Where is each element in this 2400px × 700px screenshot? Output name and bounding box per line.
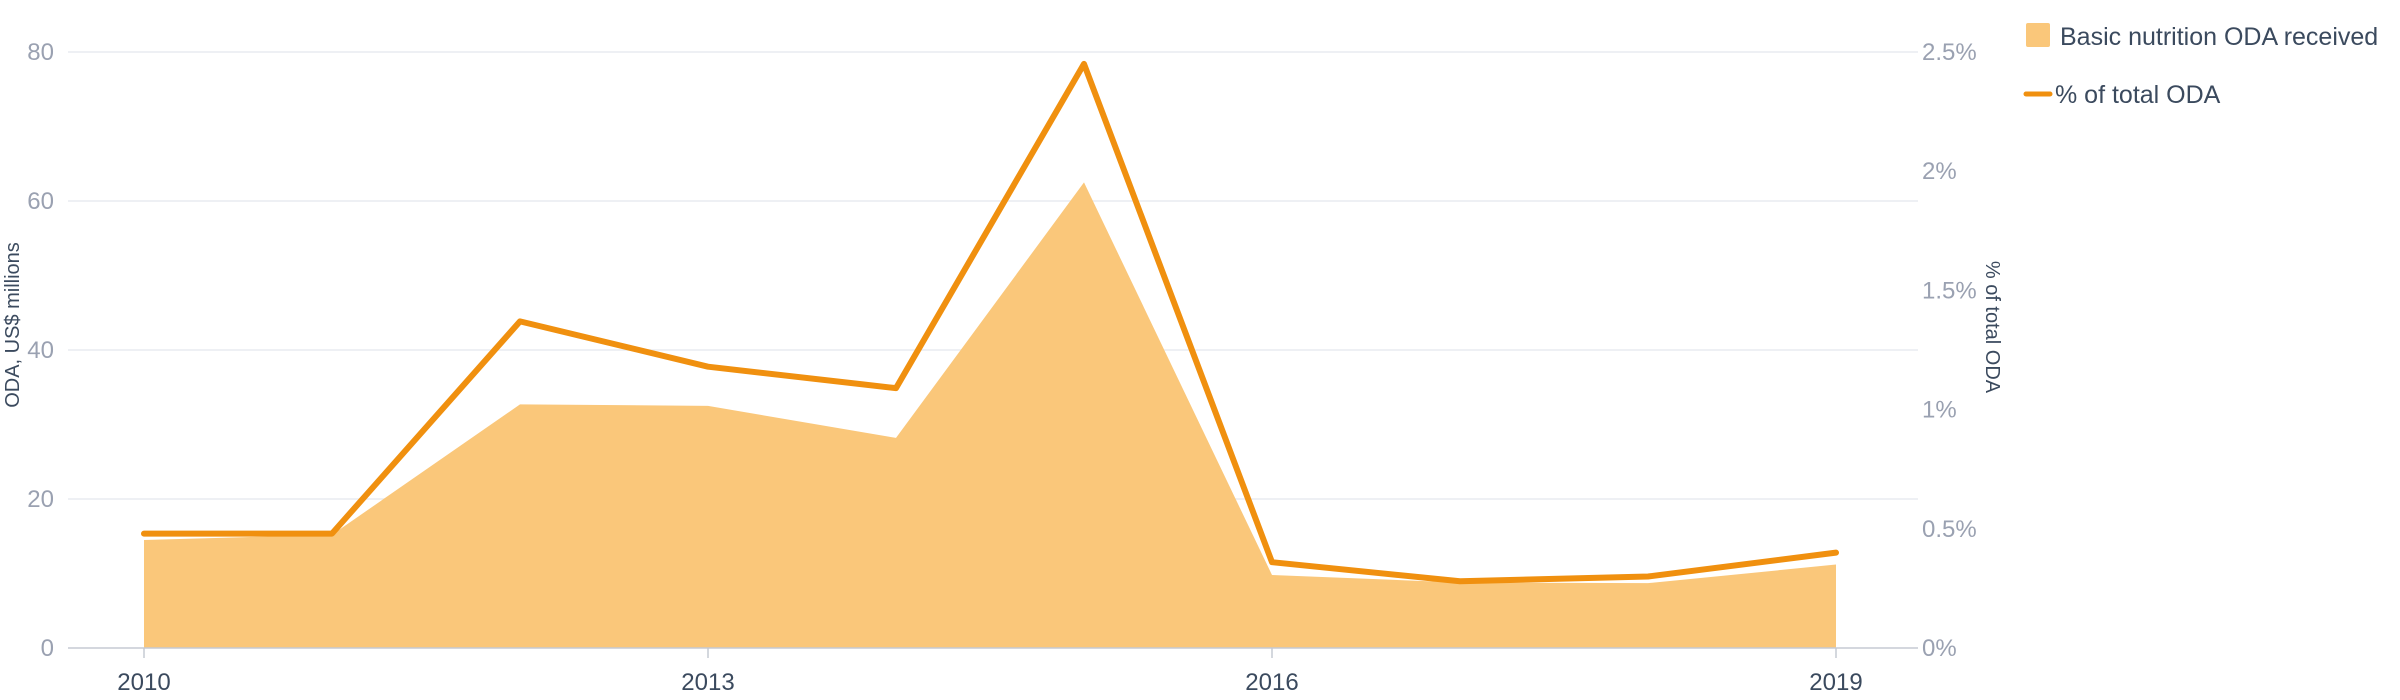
area-basic-nutrition-oda <box>144 182 1836 648</box>
y-right-tick-label: 2.5% <box>1922 39 1977 66</box>
legend-item-area[interactable]: Basic nutrition ODA received <box>2026 23 2378 51</box>
legend: Basic nutrition ODA received % of total … <box>2023 23 2378 109</box>
x-axis-ticks: 2010 2013 2016 2019 <box>117 648 1863 696</box>
x-tick-label: 2013 <box>681 669 734 696</box>
y-right-tick-label: 2% <box>1922 158 1957 185</box>
y-right-tick-label: 1.5% <box>1922 277 1977 304</box>
y-right-tick-label: 0% <box>1922 635 1957 662</box>
y-left-tick-label: 20 <box>27 486 54 513</box>
y-axis-right-ticks: 0% 0.5% 1% 1.5% 2% 2.5% <box>1922 39 1977 662</box>
y-axis-right-title: % of total ODA <box>1981 261 2003 394</box>
y-left-tick-label: 40 <box>27 337 54 364</box>
line-percent-total-oda <box>141 60 1839 585</box>
y-left-tick-label: 0 <box>41 635 54 662</box>
y-left-tick-label: 80 <box>27 39 54 66</box>
legend-item-line[interactable]: % of total ODA <box>2023 81 2221 109</box>
y-right-tick-label: 1% <box>1922 397 1957 424</box>
x-tick-label: 2019 <box>1809 669 1862 696</box>
y-axis-left-title: ODA, US$ millions <box>2 242 24 408</box>
y-right-tick-label: 0.5% <box>1922 516 1977 543</box>
y-axis-left-ticks: 0 20 40 60 80 <box>27 39 54 662</box>
y-left-tick-label: 60 <box>27 188 54 215</box>
x-tick-label: 2010 <box>117 669 170 696</box>
x-tick-label: 2016 <box>1245 669 1298 696</box>
legend-area-swatch <box>2026 23 2050 47</box>
legend-line-label: % of total ODA <box>2055 81 2221 109</box>
legend-area-label: Basic nutrition ODA received <box>2060 23 2378 51</box>
